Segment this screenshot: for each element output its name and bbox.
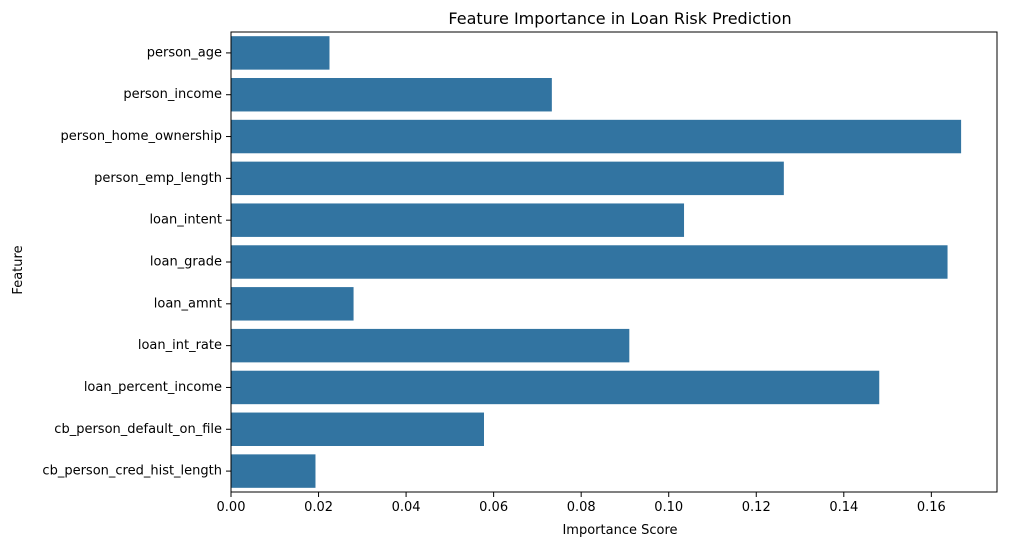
y-tick-label: person_income bbox=[123, 87, 222, 102]
bar-loan_percent_income bbox=[231, 370, 880, 405]
bar-person_home_ownership bbox=[231, 119, 962, 154]
bar-cb_person_default_on_file bbox=[231, 412, 484, 446]
x-axis-ticks: 0.00 0.02 0.04 0.06 0.08 0.10 0.12 0.14 0.16 bbox=[217, 492, 946, 515]
x-tick-label: 0.10 bbox=[654, 500, 683, 515]
bar-loan_grade bbox=[231, 245, 948, 279]
x-tick-label: 0.16 bbox=[917, 500, 946, 515]
y-tick-label: cb_person_default_on_file bbox=[54, 422, 222, 437]
y-tick-label: person_emp_length bbox=[94, 171, 222, 186]
bar-loan_amnt bbox=[231, 287, 354, 321]
plot-frame bbox=[230, 31, 998, 493]
chart-title: Feature Importance in Loan Risk Predicti… bbox=[448, 9, 791, 28]
bar-person_age bbox=[231, 36, 330, 70]
bar-loan_int_rate bbox=[231, 328, 630, 363]
x-tick-label: 0.04 bbox=[392, 500, 421, 515]
y-axis-ticks: person_age person_income person_home_owner… bbox=[42, 45, 231, 479]
bar-person_income bbox=[231, 78, 552, 112]
x-tick-label: 0.12 bbox=[742, 500, 771, 515]
x-tick-label: 0.14 bbox=[829, 500, 858, 515]
y-tick-label: cb_person_cred_hist_length bbox=[42, 464, 222, 479]
bar-cb_person_cred_hist_length bbox=[231, 454, 316, 488]
y-tick-label: person_home_ownership bbox=[61, 129, 222, 144]
y-tick-label: loan_amnt bbox=[154, 296, 222, 311]
y-tick-label: loan_percent_income bbox=[84, 380, 222, 395]
y-tick-label: loan_intent bbox=[149, 213, 222, 228]
y-tick-label: loan_grade bbox=[150, 255, 222, 270]
y-axis-label: Feature bbox=[11, 245, 26, 294]
x-tick-label: 0.00 bbox=[217, 500, 246, 515]
x-tick-label: 0.06 bbox=[479, 500, 508, 515]
x-axis-label: Importance Score bbox=[562, 523, 677, 538]
y-tick-label: loan_int_rate bbox=[138, 338, 222, 353]
x-tick-label: 0.02 bbox=[304, 500, 333, 515]
bar-person_emp_length bbox=[231, 161, 784, 196]
bars-group bbox=[231, 36, 962, 488]
x-tick-label: 0.08 bbox=[567, 500, 596, 515]
y-tick-label: person_age bbox=[147, 45, 222, 60]
bar-loan_intent bbox=[231, 203, 685, 237]
